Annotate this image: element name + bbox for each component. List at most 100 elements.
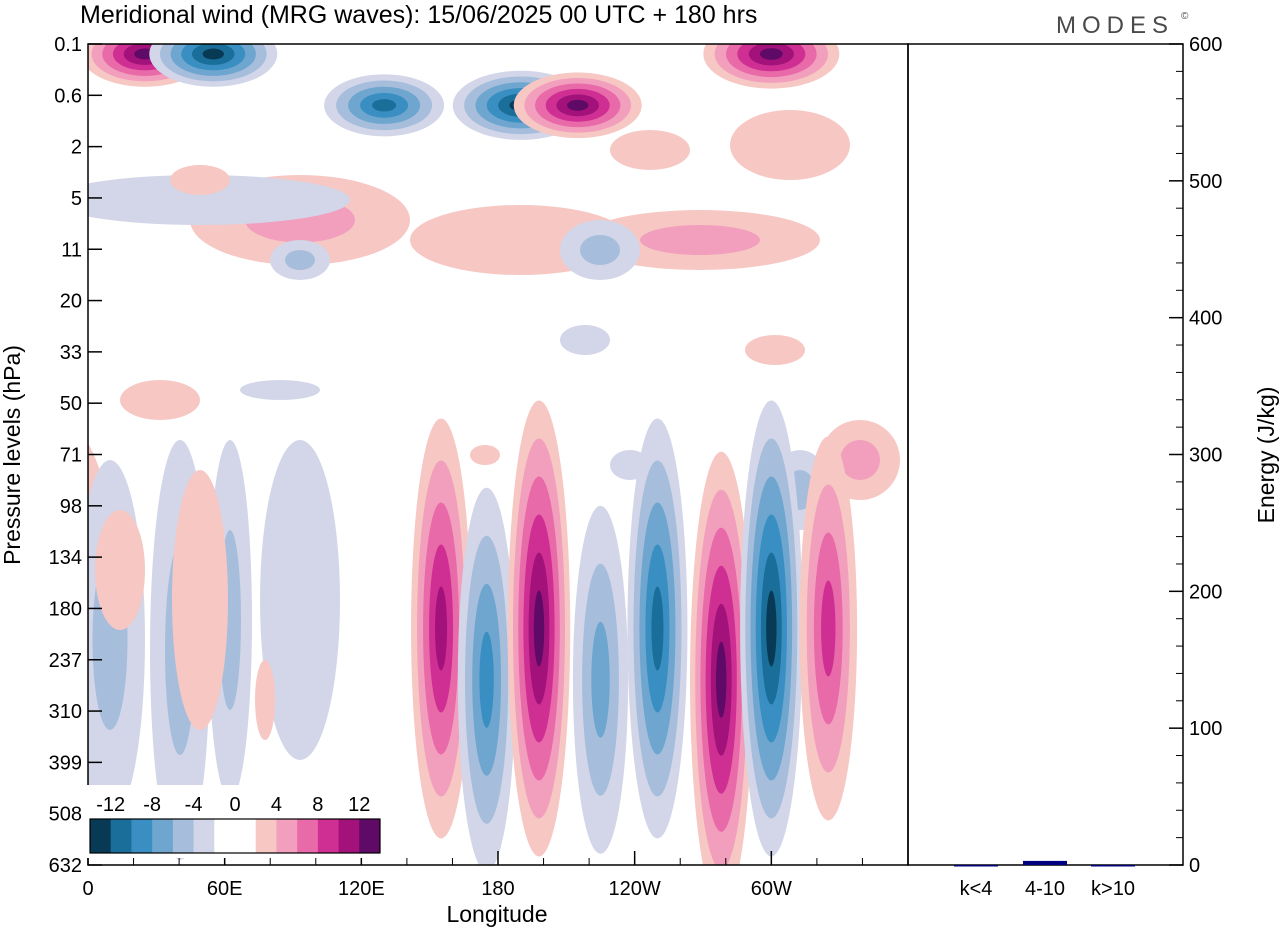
minor-wave-blob: [172, 470, 228, 730]
longitude-tick-label: 60E: [207, 878, 243, 900]
energy-category-label: k>10: [1091, 878, 1135, 900]
upper-wave-blob: [610, 130, 690, 170]
pressure-tick-label: 5: [71, 188, 82, 210]
pressure-tick-label: 237: [49, 650, 82, 672]
energy-tick-label: 300: [1189, 445, 1222, 467]
brand-logo: MODES: [1056, 12, 1174, 39]
upper-wave-blob-level-1: [840, 440, 880, 480]
colorbar-label: -8: [143, 794, 161, 816]
upper-wave-blob-level-1: [580, 235, 620, 265]
wave-feature-10-level-4: [372, 99, 397, 112]
wave-feature-13-level-5: [760, 48, 783, 60]
colorbar-label: 8: [312, 794, 323, 816]
minor-wave-blob: [95, 510, 145, 630]
pressure-tick-label: 71: [60, 445, 82, 467]
upper-wave-blob: [745, 335, 805, 365]
pressure-axis: 0.1 0.6 2 5 11 20 33 50 71 98 134 180 237 310 399 508 63…: [49, 34, 102, 877]
pressure-tick-label: 508: [49, 804, 82, 826]
colorbar-swatch: [110, 819, 132, 853]
pressure-tick-label: 50: [60, 393, 82, 415]
wave-feature-4-level-4: [651, 586, 664, 671]
longitude-tick-label: 120E: [338, 878, 385, 900]
wave-feature-12-level-5: [567, 99, 589, 111]
colorbar-swatch: [235, 819, 257, 853]
energy-category-label: 4-10: [1025, 878, 1065, 900]
minor-wave-blob: [260, 440, 340, 760]
colorbar-frame: [89, 818, 381, 854]
minor-wave-blob: [255, 660, 275, 740]
upper-wave-blob-level-1: [285, 250, 315, 270]
energy-axis: 0 100 200 300 400 500 600: [1169, 34, 1222, 877]
longitude-axis: 0 60E 120E 180 120W 60W: [82, 851, 863, 900]
wave-feature-7-level-3: [821, 580, 836, 677]
upper-wave-blob: [470, 445, 500, 465]
colorbar-label: 4: [271, 794, 282, 816]
longitude-tick-label: 60W: [751, 878, 792, 900]
pressure-tick-label: 0.6: [54, 85, 82, 107]
x-axis-label: Longitude: [446, 901, 547, 927]
pressure-tick-label: 180: [49, 598, 82, 620]
colorbar-swatch: [276, 819, 298, 853]
colorbar-swatch: [359, 819, 381, 853]
energy-tick-label: 100: [1189, 718, 1222, 740]
colorbar-label: 12: [348, 794, 370, 816]
pressure-tick-label: 2: [71, 137, 82, 159]
upper-wave-blob: [88, 175, 350, 225]
wind-contour-field: [88, 44, 900, 865]
wave-feature-3-level-2: [591, 621, 610, 738]
colorbar-label: -12: [96, 794, 125, 816]
energy-bars: k<4 4-10 k>10: [954, 860, 1135, 900]
energy-category-label: k<4: [960, 878, 993, 900]
pressure-tick-label: 11: [61, 239, 82, 261]
colorbar-swatch: [131, 819, 153, 853]
pressure-tick-label: 310: [49, 701, 82, 723]
colorbar-swatch: [193, 819, 215, 853]
colorbar-label: -4: [185, 794, 203, 816]
longitude-tick-label: 120W: [609, 878, 661, 900]
colorbar-swatch: [255, 819, 277, 853]
colorbar-swatch: [214, 819, 236, 853]
colorbar-swatch: [317, 819, 340, 853]
energy-bar-4-10: [1023, 860, 1067, 865]
energy-tick-label: 200: [1189, 581, 1222, 603]
brand-mark: ©: [1181, 11, 1189, 22]
longitude-tick-label: 0: [82, 878, 93, 900]
colorbar-swatch: [90, 819, 112, 853]
energy-tick-label: 0: [1189, 855, 1200, 877]
wave-feature-6-level-5: [766, 590, 777, 667]
wave-feature-2-level-5: [533, 590, 545, 667]
upper-wave-blob: [240, 380, 320, 400]
colorbar-swatch: [338, 819, 360, 853]
pressure-tick-label: 632: [49, 855, 82, 877]
energy-bar-k<4: [954, 865, 998, 867]
wave-feature-5-level-5: [716, 641, 727, 718]
energy-tick-label: 600: [1189, 34, 1222, 56]
pressure-tick-label: 98: [60, 496, 82, 518]
upper-wave-blob: [730, 110, 850, 180]
pressure-tick-label: 0.1: [54, 34, 82, 56]
pressure-tick-label: 33: [60, 342, 82, 364]
energy-bar-k>10: [1091, 865, 1135, 867]
colorbar-swatch: [172, 819, 195, 853]
wave-feature-1-level-3: [479, 631, 494, 728]
energy-tick-label: 500: [1189, 171, 1222, 193]
pressure-tick-label: 134: [49, 547, 82, 569]
colorbar: -12 -8 -4 0 4 8 12: [87, 785, 383, 858]
upper-wave-blob-level-1: [640, 225, 760, 255]
upper-wave-blob: [560, 325, 610, 355]
colorbar-label: 0: [229, 794, 240, 816]
energy-tick-label: 400: [1189, 308, 1222, 330]
wave-feature-9-level-5: [202, 48, 224, 60]
longitude-tick-label: 180: [481, 878, 514, 900]
colorbar-swatch: [297, 819, 319, 853]
upper-wave-blob: [120, 380, 200, 420]
energy-plot-frame: [907, 43, 1184, 866]
upper-wave-blob: [170, 165, 230, 195]
y-axis-label: Pressure levels (hPa): [0, 345, 25, 565]
pressure-tick-label: 399: [49, 752, 82, 774]
colorbar-swatch: [152, 819, 174, 853]
energy-axis-label: Energy (J/kg): [1253, 387, 1279, 524]
chart-title: Meridional wind (MRG waves): 15/06/2025 …: [80, 1, 757, 29]
wave-feature-0-level-4: [435, 586, 448, 671]
